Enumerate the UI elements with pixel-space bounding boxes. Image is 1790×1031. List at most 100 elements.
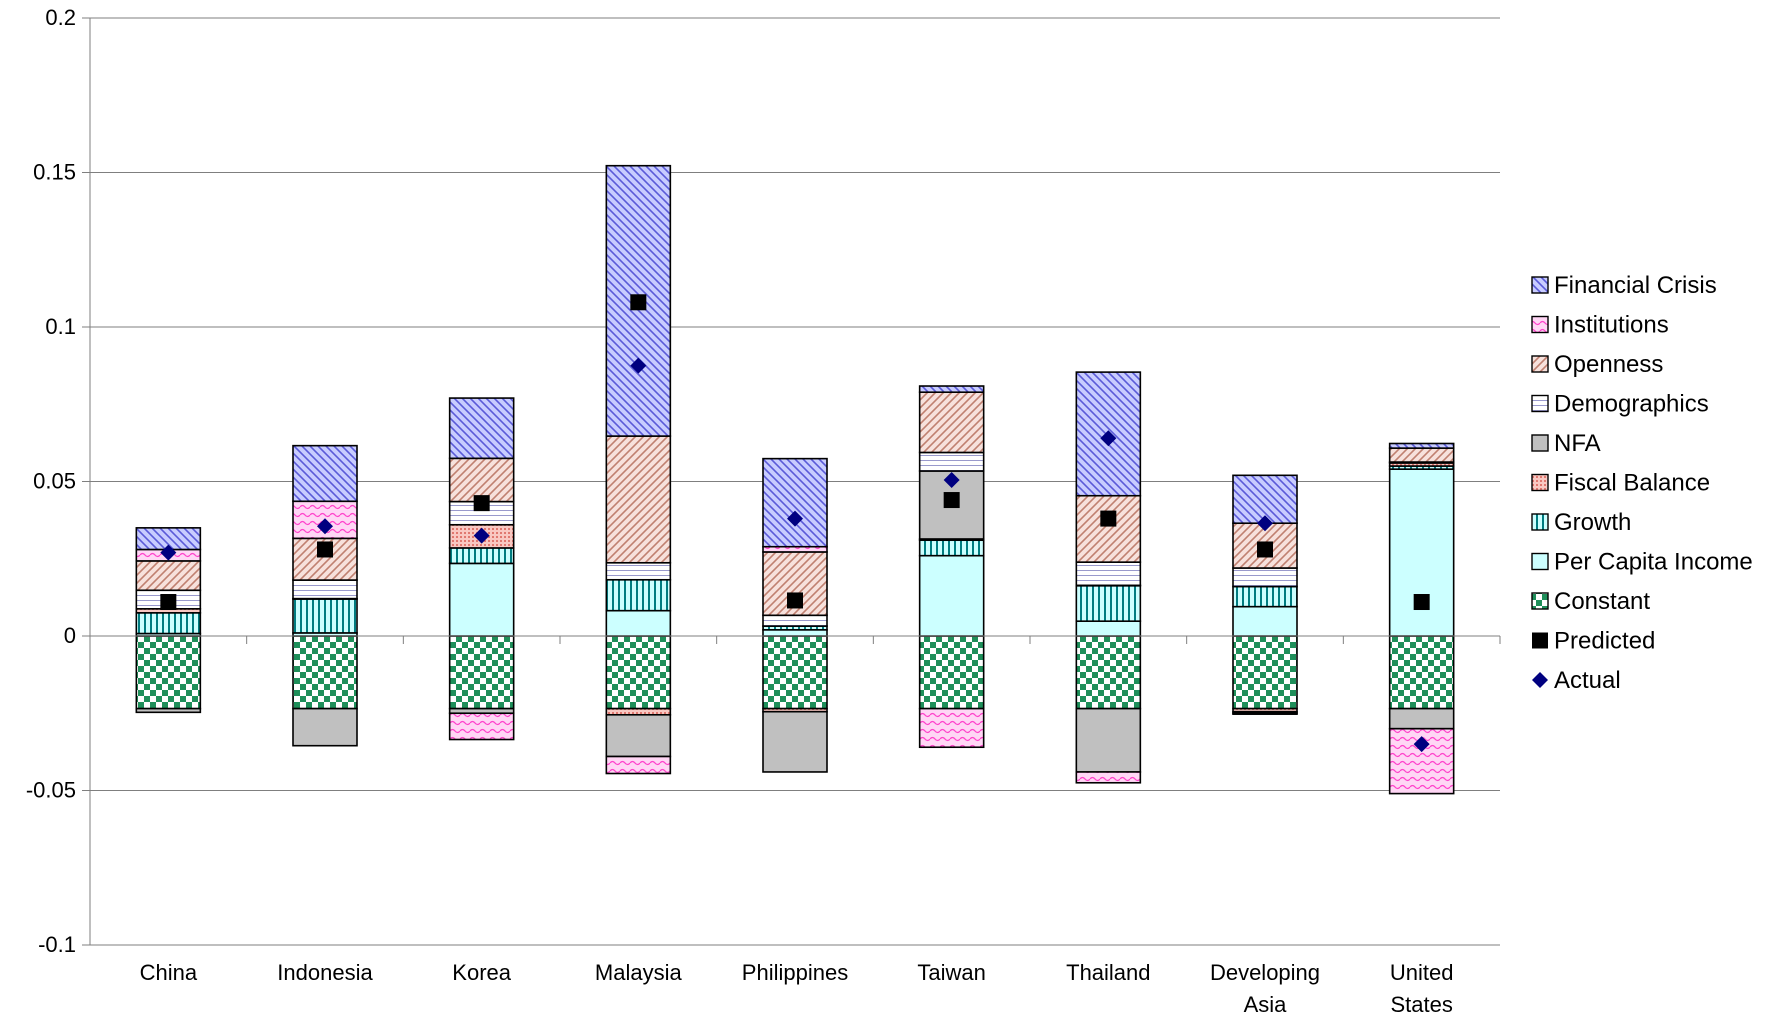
x-tick-label: Philippines	[742, 960, 848, 985]
x-tick-label: Developing Asia	[1210, 960, 1320, 1017]
marker-predicted	[630, 294, 647, 311]
bar-constant	[762, 635, 828, 710]
marker-predicted	[317, 541, 333, 558]
bar-fiscal-balance	[605, 707, 672, 716]
bar-per-capita-income	[762, 629, 828, 637]
legend-swatch	[1531, 592, 1549, 610]
bar-per-capita-income	[448, 562, 515, 637]
bar-nfa	[1388, 707, 1455, 730]
bar-constant	[605, 635, 672, 710]
bar-per-capita-income	[1388, 468, 1455, 637]
bar-constant	[1075, 635, 1142, 710]
y-tick-label: 0.05	[33, 469, 76, 494]
bar-per-capita-income	[605, 609, 672, 637]
x-tick-label: Malaysia	[595, 960, 683, 985]
y-tick-label: 0.2	[45, 5, 76, 30]
legend-item-per-capita-income: Per Capita Income	[1531, 549, 1753, 576]
bar-constant	[292, 635, 358, 710]
marker-predicted	[1100, 510, 1117, 527]
bar-demographics	[918, 451, 985, 472]
marker-predicted	[1257, 541, 1273, 558]
marker-predicted	[1413, 594, 1430, 611]
legend-item-openness: Openness	[1531, 351, 1663, 378]
bar-financial-crisis	[292, 444, 358, 503]
legend-swatch	[1531, 473, 1549, 492]
bar-growth	[1075, 584, 1142, 622]
marker-actual	[317, 518, 333, 535]
legend-label: Growth	[1554, 509, 1631, 536]
axes: -0.1 -0.05 0 0.05 0.1 0.15 0.2 China Indonesia Ko…	[26, 5, 1501, 1017]
bar-demographics	[292, 579, 358, 600]
marker-actual	[160, 544, 177, 561]
legend-label: Predicted	[1554, 628, 1655, 655]
bar-growth	[918, 539, 985, 557]
bar-growth	[292, 598, 358, 634]
legend-label: NFA	[1554, 430, 1601, 457]
bar-financial-crisis	[1388, 442, 1455, 449]
marker-predicted	[943, 492, 960, 509]
legend-item-constant: Constant	[1531, 588, 1650, 615]
bar-institutions	[605, 755, 672, 775]
x-tick-label: Thailand	[1066, 960, 1150, 985]
bar-growth	[1232, 585, 1298, 608]
bar-nfa	[762, 710, 828, 773]
legend-swatch	[1531, 394, 1549, 413]
legend-item-financial-crisis: Financial Crisis	[1531, 272, 1717, 299]
legend-item-actual: Actual	[1532, 667, 1621, 694]
bar-institutions	[1232, 712, 1298, 715]
y-tick-label: 0.15	[33, 160, 76, 185]
bar-growth	[448, 547, 515, 565]
legend-swatch	[1531, 513, 1549, 531]
bar-openness	[292, 537, 358, 581]
x-tick-label: Taiwan	[917, 960, 985, 985]
bar-nfa	[292, 707, 358, 747]
legend-item-nfa: NFA	[1531, 430, 1601, 457]
bar-financial-crisis	[918, 385, 985, 393]
bar-demographics	[1075, 561, 1142, 587]
marker-predicted	[160, 594, 177, 611]
x-tick-label: China	[140, 960, 198, 985]
marker-actual	[473, 527, 490, 544]
bar-openness	[1388, 447, 1455, 463]
bar-per-capita-income	[1075, 620, 1142, 637]
legend-swatch	[1532, 632, 1548, 649]
bar-per-capita-income	[1232, 605, 1298, 637]
legend-item-predicted: Predicted	[1532, 628, 1655, 655]
bar-constant	[1232, 635, 1298, 710]
bars	[135, 164, 1455, 795]
x-tick-label: Korea	[452, 960, 511, 985]
legend-label: Openness	[1554, 351, 1663, 378]
bar-nfa	[1075, 707, 1142, 773]
legend-swatch	[1531, 552, 1549, 571]
bar-demographics	[762, 614, 828, 627]
bar-financial-crisis	[762, 457, 828, 548]
bar-institutions	[448, 712, 515, 741]
legend-item-growth: Growth	[1531, 509, 1631, 536]
marker-actual	[943, 471, 960, 488]
legend-swatch	[1531, 434, 1549, 452]
legend: Financial Crisis Institutions Openness Demo…	[1531, 272, 1753, 694]
bar-nfa	[605, 713, 672, 758]
legend-label: Demographics	[1554, 391, 1709, 418]
marker-actual	[787, 510, 803, 527]
bar-openness	[918, 391, 985, 454]
y-tick-label: 0.1	[45, 314, 76, 339]
bar-growth	[135, 612, 202, 635]
bar-institutions	[918, 707, 985, 749]
bar-per-capita-income	[918, 554, 985, 637]
legend-label: Per Capita Income	[1554, 549, 1753, 576]
y-tick-label: 0	[64, 623, 76, 648]
y-tick-label: -0.05	[26, 778, 76, 803]
x-tick-label: Indonesia	[277, 960, 373, 985]
bar-financial-crisis	[448, 397, 515, 460]
legend-label: Constant	[1554, 588, 1650, 615]
bar-institutions	[1075, 771, 1142, 784]
y-tick-label: -0.1	[38, 932, 76, 957]
x-tick-label: United States	[1390, 960, 1454, 1017]
bar-constant	[448, 635, 515, 710]
legend-label: Actual	[1554, 667, 1621, 694]
legend-item-demographics: Demographics	[1531, 391, 1709, 418]
bar-institutions	[1388, 727, 1455, 795]
